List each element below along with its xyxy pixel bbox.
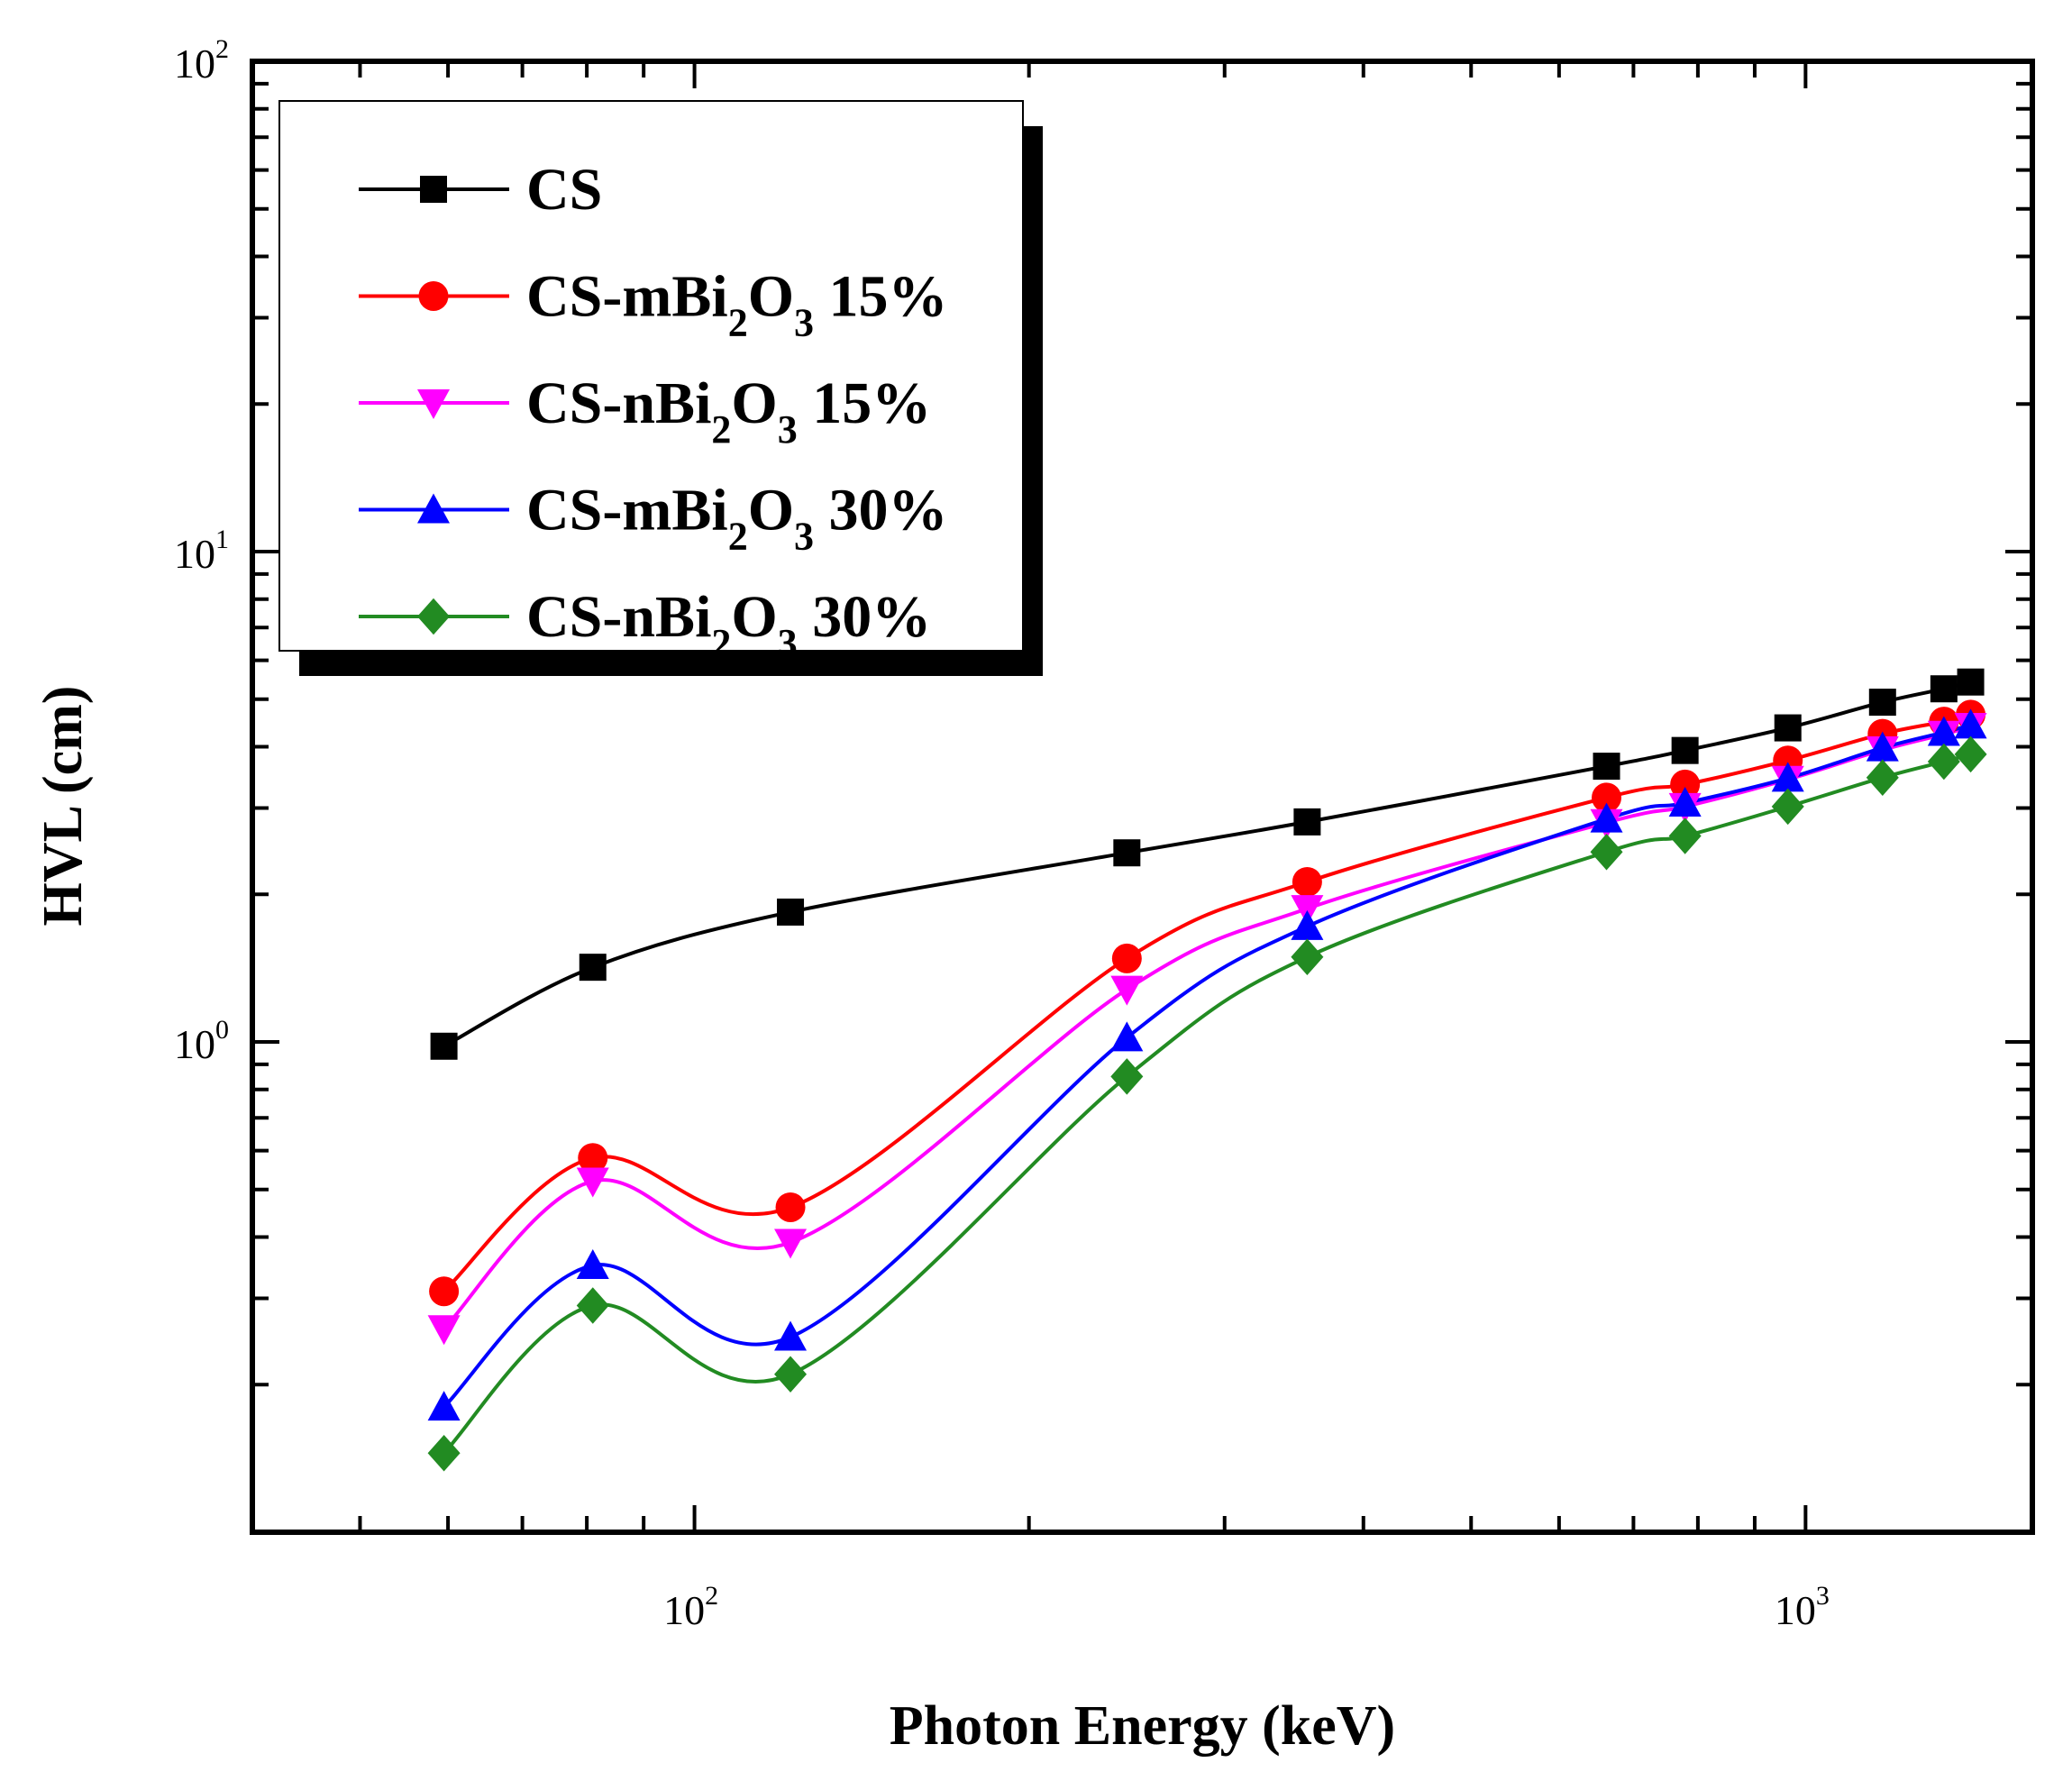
data-point-square	[777, 898, 805, 926]
data-point-triangle-up	[1927, 716, 1960, 746]
data-point-diamond	[1668, 817, 1702, 854]
data-point-circle	[775, 1192, 806, 1222]
legend: CS CS-mBi2O3 15% CS-nBi2O3 15% CS-mBi2O3 30…	[278, 100, 1043, 676]
legend-marker-triangle-down	[417, 389, 450, 419]
data-point-triangle-up	[1954, 708, 1987, 739]
data-point-triangle-up	[1866, 731, 1899, 762]
series-markers	[427, 668, 1987, 1472]
plot-frame	[250, 59, 2035, 1535]
legend-marker-square	[420, 176, 447, 203]
y-axis-title: HVL (cm)	[32, 686, 94, 927]
data-point-triangle-up	[576, 1249, 609, 1280]
data-point-circle	[1670, 769, 1701, 799]
data-point-square	[1868, 689, 1896, 717]
tick-labels: 102 103 100 101 102	[174, 34, 1830, 1633]
legend-label: CS-nBi2O3 15%	[526, 370, 931, 452]
legend-box	[278, 100, 1024, 652]
y-tick-label: 102	[174, 34, 229, 87]
legend-label: CS	[526, 157, 602, 223]
data-point-square	[430, 1032, 458, 1060]
data-point-triangle-up	[1668, 786, 1702, 817]
y-tick-label: 101	[174, 525, 229, 577]
data-point-square	[1957, 668, 1985, 696]
data-point-square	[1774, 714, 1802, 742]
data-point-diamond	[427, 1434, 461, 1472]
data-point-diamond	[1866, 759, 1899, 796]
data-point-diamond	[576, 1287, 609, 1324]
data-point-triangle-up	[1110, 1021, 1144, 1052]
data-point-triangle-down	[427, 1315, 461, 1346]
data-point-triangle-up	[774, 1320, 808, 1351]
legend-label: CS-mBi2O3 15%	[526, 264, 948, 345]
legend-marker-diamond	[417, 598, 450, 635]
data-point-circle	[1292, 866, 1322, 897]
data-point-diamond	[1110, 1058, 1144, 1095]
data-point-triangle-down	[774, 1228, 808, 1259]
data-point-square	[1671, 736, 1699, 764]
x-tick-label: 103	[1775, 1581, 1830, 1633]
data-point-square	[1113, 839, 1141, 867]
data-point-circle	[1592, 782, 1622, 813]
legend-label: CS-nBi2O3 30%	[526, 584, 931, 665]
data-point-circle	[1111, 943, 1142, 973]
data-point-square	[1930, 675, 1958, 703]
data-point-triangle-down	[576, 1167, 609, 1198]
x-axis-title: Photon Energy (keV)	[890, 1695, 1395, 1757]
data-point-diamond	[1590, 834, 1623, 871]
legend-marker-triangle-up	[417, 493, 450, 524]
legend-label: CS-mBi2O3 30%	[526, 478, 948, 559]
data-point-diamond	[1771, 788, 1804, 826]
data-point-triangle-up	[1590, 802, 1623, 833]
data-point-triangle-up	[1771, 762, 1804, 792]
data-point-circle	[429, 1276, 460, 1307]
data-point-triangle-down	[1291, 895, 1324, 926]
data-point-diamond	[774, 1356, 808, 1393]
data-point-square	[579, 954, 607, 982]
data-point-square	[1293, 808, 1321, 836]
series-line-0	[443, 680, 1972, 1048]
data-point-diamond	[1291, 938, 1324, 976]
data-point-triangle-down	[1110, 975, 1144, 1006]
data-point-triangle-up	[1291, 909, 1324, 940]
data-point-triangle-up	[427, 1391, 461, 1421]
data-point-diamond	[1927, 743, 1960, 781]
data-point-circle	[578, 1143, 608, 1174]
y-tick-label: 100	[174, 1015, 229, 1067]
x-tick-label: 102	[663, 1581, 718, 1633]
legend-marker-circle	[418, 281, 449, 311]
data-point-diamond	[1954, 735, 1987, 773]
data-point-square	[1593, 753, 1620, 781]
